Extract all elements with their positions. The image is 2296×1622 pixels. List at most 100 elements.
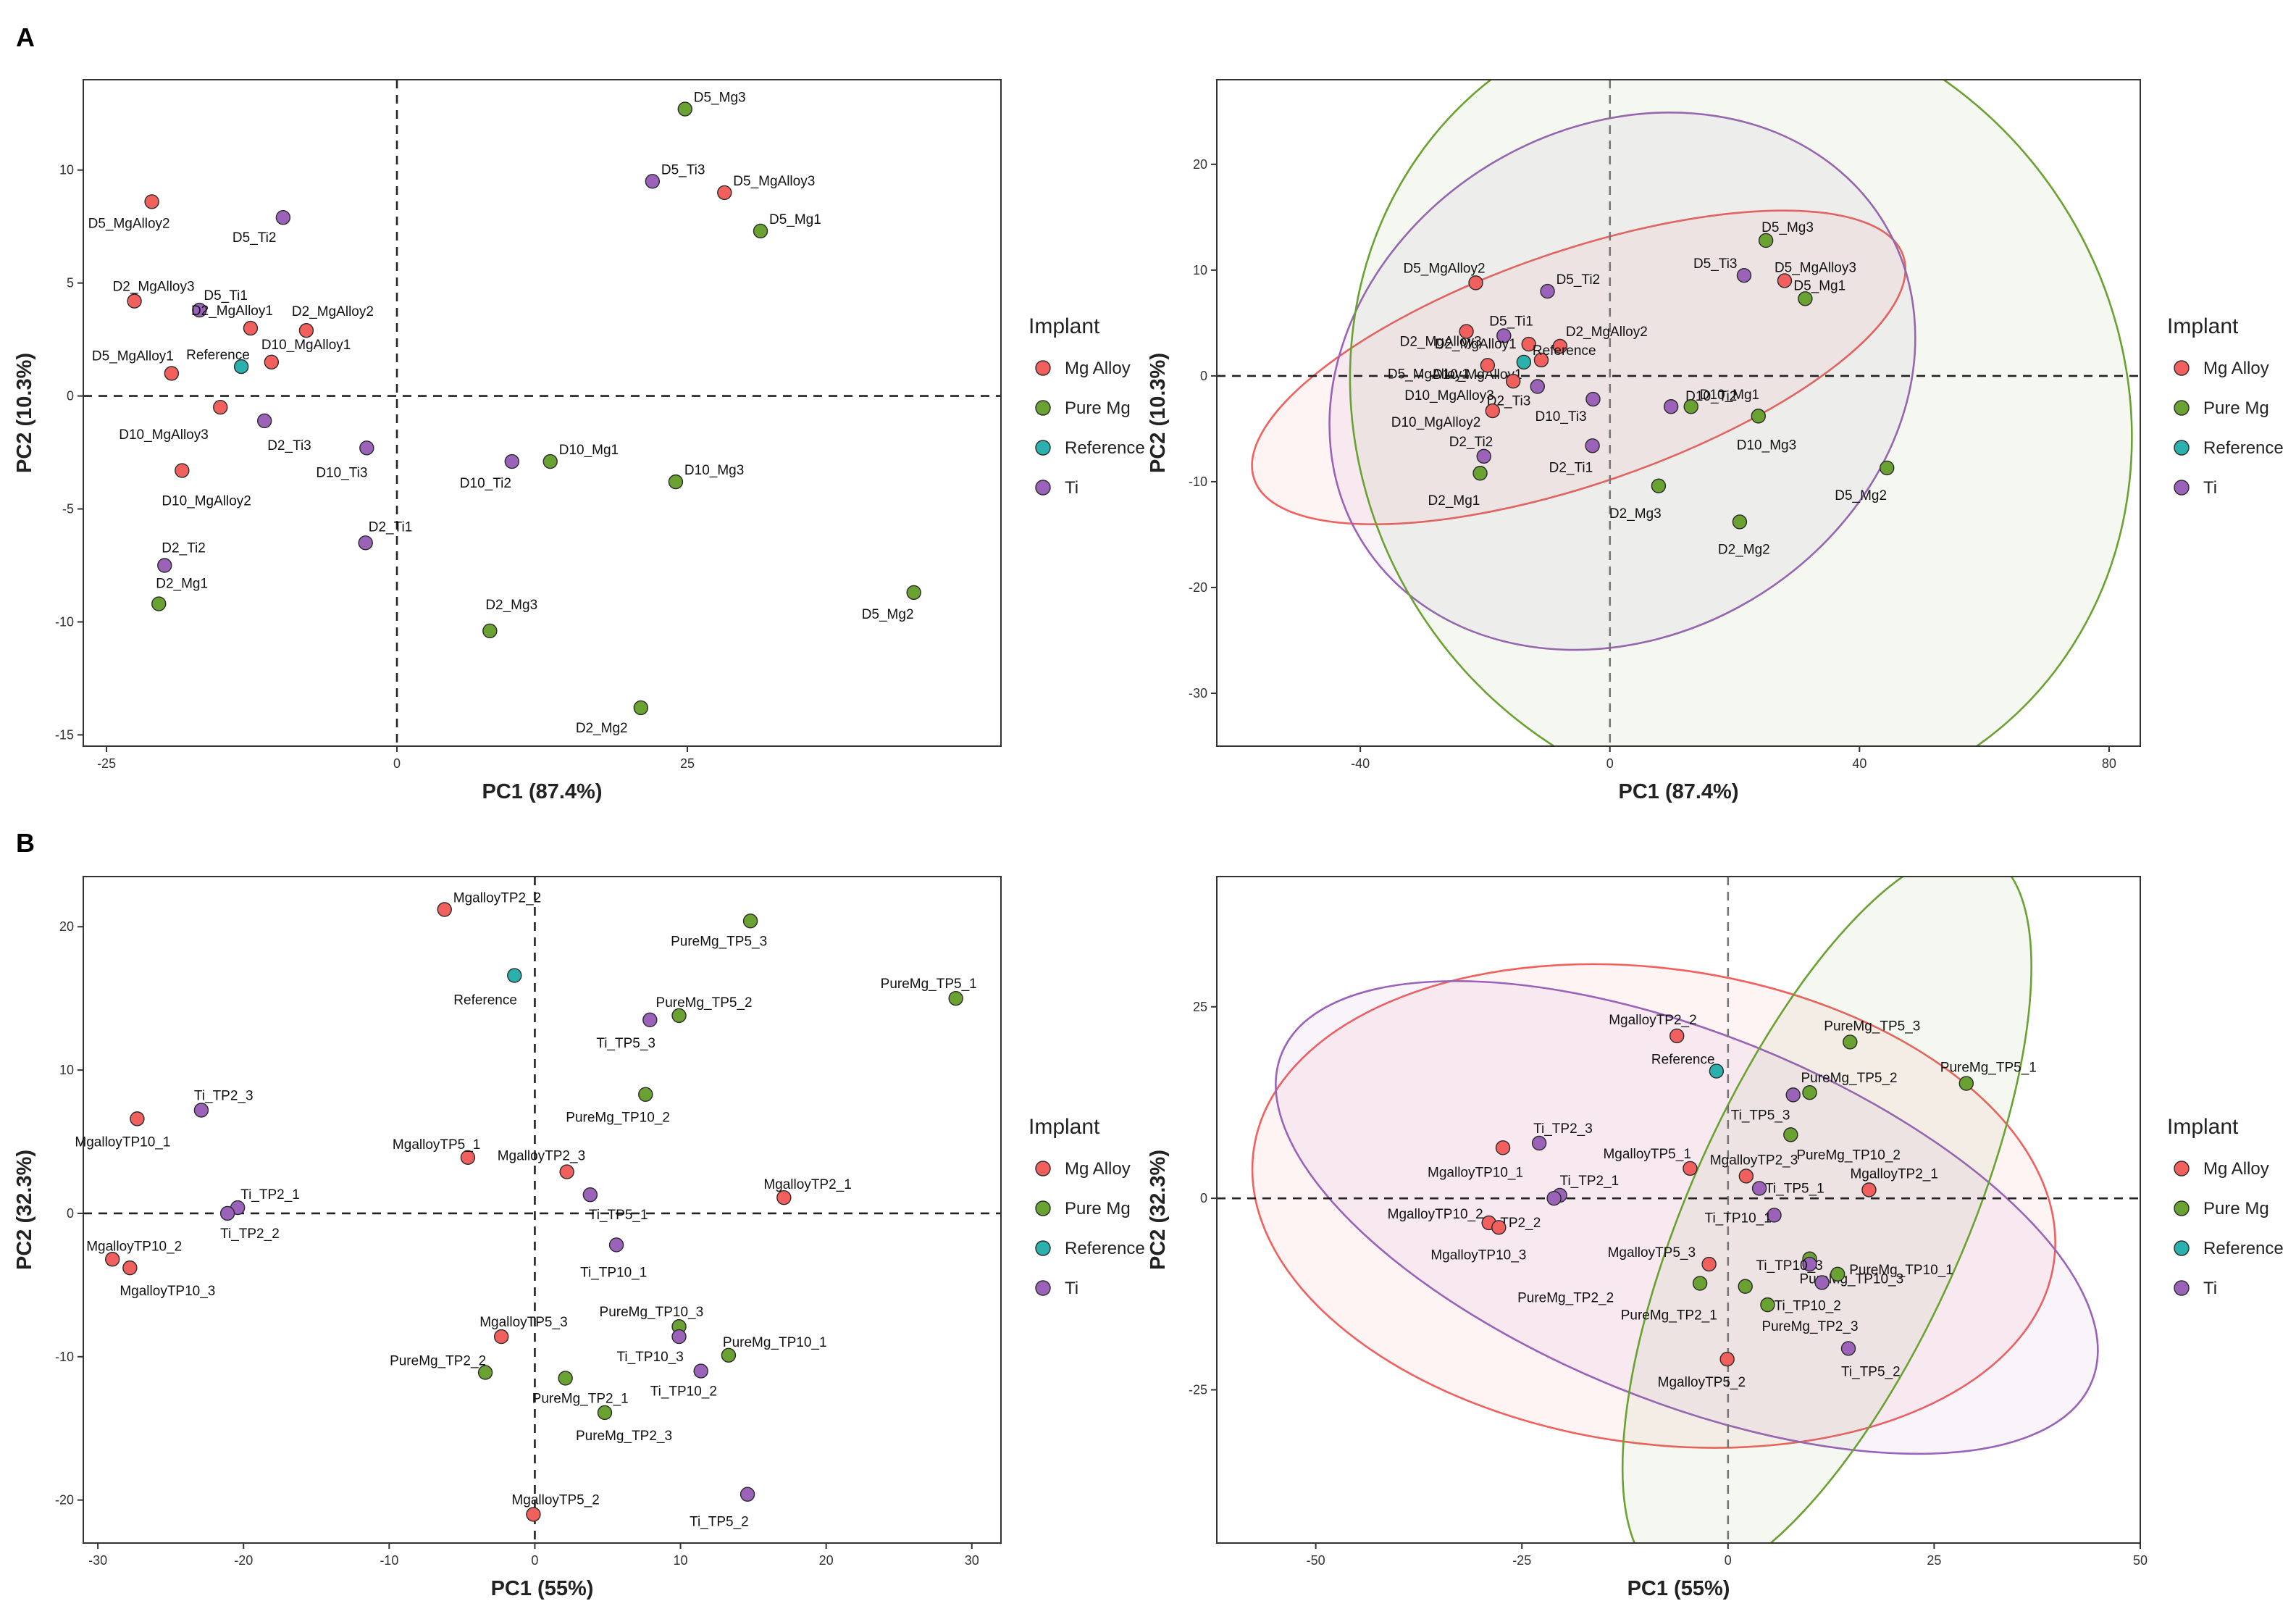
point-label-reference: Reference <box>453 993 517 1008</box>
point-d5-ti1 <box>192 302 207 318</box>
y-axis-title: PC2 (32.3%) <box>13 1150 36 1270</box>
point-puremg-tp5-1 <box>948 990 963 1006</box>
point-label-puremg-tp5-1: PureMg_TP5_1 <box>881 977 977 992</box>
point-ti-tp5-3 <box>642 1012 658 1028</box>
point-label-d2-mg1: D2_Mg1 <box>156 577 208 592</box>
x-tick-label: 20 <box>819 1553 834 1568</box>
point-mgalloytp10-2 <box>105 1252 120 1267</box>
point-mgalloytp10-1 <box>1495 1140 1511 1155</box>
point-label-mgalloytp10-1: MgalloyTP10_1 <box>1428 1165 1523 1180</box>
point-d10-mg3 <box>1751 409 1766 424</box>
ellipses <box>1251 80 2133 746</box>
point-label-ti-tp10-3: Ti_TP10_3 <box>1756 1258 1823 1274</box>
legend-label-ti: Ti <box>2203 478 2217 498</box>
legend: Implant Mg Alloy Pure Mg Reference Ti <box>2167 314 2284 498</box>
point-label-ti-tp10-1: Ti_TP10_1 <box>580 1265 647 1280</box>
y-tick-label: -15 <box>55 727 74 742</box>
x-tick-label: -30 <box>88 1553 107 1568</box>
chart-A-right: -40 0 40 80 -30 -20 -10 0 10 20 PC1 (87.4%) PC2 (10… <box>1147 79 2141 803</box>
point-label-ti-tp5-2: Ti_TP5_2 <box>1841 1364 1901 1379</box>
legend-key-mg-alloy <box>2174 1161 2190 1176</box>
point-label-d2-ti1: D2_Ti1 <box>369 519 413 535</box>
x-tick-label: -10 <box>380 1553 398 1568</box>
point-d2-mg2 <box>633 700 649 716</box>
legend: Implant Mg Alloy Pure Mg Reference Ti <box>1028 1115 1145 1298</box>
point-reference <box>1709 1063 1725 1079</box>
point-label-d2-mgalloy2: D2_MgAlloy2 <box>292 304 374 319</box>
x-tick-label: 0 <box>393 756 401 771</box>
point-d2-mg1 <box>151 596 167 611</box>
point-mgalloytp2-2 <box>1669 1028 1685 1044</box>
point-ti-tp5-2 <box>740 1487 755 1502</box>
point-label-reference: Reference <box>1533 343 1596 359</box>
point-label-d5-mg3: D5_Mg3 <box>1761 220 1814 235</box>
x-tick-label: 25 <box>1927 1553 1941 1568</box>
point-ti-tp5-3 <box>1785 1087 1801 1103</box>
legend-label-pure-mg: Pure Mg <box>2203 398 2269 418</box>
point-label-mgalloytp2-1: MgalloyTP2_1 <box>763 1177 851 1192</box>
point-label-mgalloytp2-1: MgalloyTP2_1 <box>1850 1167 1937 1182</box>
point-d5-mg1 <box>753 223 768 239</box>
point-puremg-tp2-3 <box>1760 1297 1775 1313</box>
point-d5-mg3 <box>1758 233 1774 248</box>
point-puremg-tp2-2 <box>1692 1276 1708 1291</box>
y-tick-label: 10 <box>1193 263 1207 277</box>
legend-key-mg-alloy <box>2174 360 2190 376</box>
point-puremg-tp10-1 <box>1830 1266 1845 1282</box>
point-d5-mgalloy2 <box>144 194 159 209</box>
point-d5-ti2 <box>275 210 291 225</box>
point-label-d5-mgalloy1: D5_MgAlloy1 <box>92 348 174 364</box>
point-label-ti-tp5-3: Ti_TP5_3 <box>1731 1108 1790 1123</box>
point-label-d5-mg1: D5_Mg1 <box>769 212 821 227</box>
point-ti-tp10-1 <box>608 1237 624 1253</box>
point-label-d5-ti1: D5_Ti1 <box>1489 314 1533 329</box>
point-d2-ti2 <box>1476 448 1491 464</box>
x-tick-label: 0 <box>1606 756 1614 771</box>
point-label-d5-mgalloy3: D5_MgAlloy3 <box>733 174 815 189</box>
y-tick-label: 0 <box>1200 369 1207 383</box>
point-mgalloytp10-3 <box>122 1260 138 1276</box>
point-d2-mg2 <box>1732 514 1748 530</box>
point-mgalloytp2-1 <box>1861 1182 1877 1197</box>
point-reference <box>1516 354 1532 370</box>
y-tick-label: -30 <box>1189 686 1207 701</box>
point-label-ti-tp10-1: Ti_TP10_1 <box>1705 1211 1772 1226</box>
y-tick-label: 10 <box>59 163 74 177</box>
y-tick-label: 10 <box>59 1063 74 1077</box>
legend-key-pure-mg <box>1035 1200 1051 1216</box>
point-label-d10-mgalloy1: D10_MgAlloy1 <box>1433 367 1522 382</box>
point-d10-mgalloy3 <box>213 400 228 415</box>
point-d2-ti1 <box>1585 438 1600 453</box>
legend-key-mg-alloy <box>1035 360 1051 376</box>
point-ti-tp2-2 <box>1546 1190 1562 1206</box>
legend-label-ti: Ti <box>2203 1279 2217 1298</box>
y-tick-label: -10 <box>1189 475 1207 489</box>
point-label-d10-mg3: D10_Mg3 <box>684 463 744 478</box>
legend-key-pure-mg <box>2174 400 2190 416</box>
chart-A-left: -25 0 25 -15 -10 -5 0 5 10 PC1 (87.4%) PC2 (10.3%)… <box>13 79 1002 803</box>
point-d5-mgalloy3 <box>717 185 732 201</box>
point-label-mgalloytp5-1: MgalloyTP5_1 <box>393 1137 480 1153</box>
point-label-d10-mg1: D10_Mg1 <box>1700 388 1759 403</box>
legend-label-ti: Ti <box>1065 478 1078 498</box>
y-tick-label: -20 <box>55 1493 74 1508</box>
legend-key-ti <box>1035 1280 1051 1296</box>
point-label-d5-mgalloy2: D5_MgAlloy2 <box>1404 261 1486 276</box>
point-label-d5-mg2: D5_Mg2 <box>1835 488 1887 503</box>
point-mgalloytp5-3 <box>1701 1256 1717 1272</box>
point-d10-mg1 <box>542 453 558 469</box>
legend-label-mg-alloy: Mg Alloy <box>2203 359 2269 378</box>
x-axis-title: PC1 (55%) <box>491 1577 594 1600</box>
point-ti-tp2-3 <box>1531 1135 1547 1151</box>
point-ti-tp5-1 <box>1751 1181 1767 1196</box>
point-d2-mgalloy3 <box>127 293 142 309</box>
point-label-ti-tp5-1: Ti_TP5_1 <box>589 1208 648 1223</box>
chart-B-right: -50 -25 0 25 50 -25 0 25 PC1 (55%) PC2 (32.3%) Mga… <box>1147 876 2148 1600</box>
legend-title: Implant <box>2167 314 2239 338</box>
confidence-ellipse-mg-alloy <box>1251 963 2056 1449</box>
ellipses <box>1251 877 2099 1543</box>
x-tick-label: 10 <box>674 1553 688 1568</box>
legend: Implant Mg Alloy Pure Mg Reference Ti <box>2167 1115 2284 1298</box>
point-d2-mgalloy1 <box>1521 336 1536 352</box>
